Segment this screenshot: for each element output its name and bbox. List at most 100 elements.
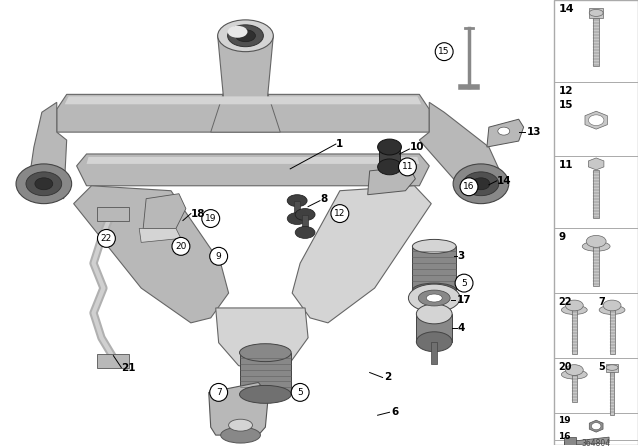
Ellipse shape bbox=[228, 25, 264, 47]
Circle shape bbox=[460, 178, 478, 196]
Polygon shape bbox=[30, 102, 67, 198]
Ellipse shape bbox=[588, 115, 604, 125]
Bar bbox=[572, 375, 577, 402]
Ellipse shape bbox=[586, 236, 606, 247]
Ellipse shape bbox=[378, 159, 401, 175]
Ellipse shape bbox=[221, 427, 260, 443]
Circle shape bbox=[435, 43, 453, 60]
Ellipse shape bbox=[599, 306, 625, 314]
Polygon shape bbox=[57, 95, 429, 132]
Ellipse shape bbox=[498, 127, 509, 135]
Text: 364804: 364804 bbox=[582, 439, 611, 448]
Polygon shape bbox=[230, 313, 292, 333]
Text: 14: 14 bbox=[497, 176, 511, 186]
Ellipse shape bbox=[378, 139, 401, 155]
Circle shape bbox=[331, 205, 349, 223]
Polygon shape bbox=[143, 194, 186, 228]
Ellipse shape bbox=[236, 30, 255, 42]
Bar bbox=[302, 215, 308, 233]
Polygon shape bbox=[564, 437, 576, 445]
Text: 11: 11 bbox=[559, 160, 573, 170]
Polygon shape bbox=[368, 167, 415, 195]
Ellipse shape bbox=[561, 370, 588, 379]
Text: 16: 16 bbox=[559, 432, 571, 441]
Text: 20: 20 bbox=[559, 362, 572, 371]
Circle shape bbox=[291, 383, 309, 401]
Polygon shape bbox=[588, 158, 604, 170]
Ellipse shape bbox=[426, 294, 442, 302]
Text: 20: 20 bbox=[175, 242, 187, 251]
Bar bbox=[593, 18, 599, 65]
Ellipse shape bbox=[239, 344, 291, 362]
Ellipse shape bbox=[472, 178, 490, 190]
Ellipse shape bbox=[218, 20, 273, 52]
Ellipse shape bbox=[228, 419, 252, 431]
Ellipse shape bbox=[417, 332, 452, 352]
Bar bbox=[97, 353, 129, 367]
Ellipse shape bbox=[463, 172, 499, 196]
Circle shape bbox=[210, 383, 228, 401]
Text: 15: 15 bbox=[559, 100, 573, 110]
Circle shape bbox=[172, 237, 190, 255]
Text: 18: 18 bbox=[191, 209, 205, 219]
Bar bbox=[589, 8, 603, 18]
Polygon shape bbox=[209, 383, 268, 435]
Ellipse shape bbox=[26, 172, 61, 196]
Polygon shape bbox=[292, 186, 431, 323]
Ellipse shape bbox=[287, 213, 307, 224]
Ellipse shape bbox=[412, 239, 456, 253]
Polygon shape bbox=[564, 437, 609, 445]
Text: 21: 21 bbox=[122, 362, 136, 373]
Ellipse shape bbox=[582, 241, 610, 251]
Circle shape bbox=[210, 247, 228, 265]
Bar bbox=[239, 353, 291, 394]
Circle shape bbox=[399, 158, 417, 176]
Text: 11: 11 bbox=[402, 162, 413, 172]
Polygon shape bbox=[74, 186, 228, 323]
Text: 5: 5 bbox=[461, 279, 467, 288]
Circle shape bbox=[455, 274, 473, 292]
Bar bbox=[593, 170, 599, 218]
Circle shape bbox=[97, 229, 115, 247]
Text: 12: 12 bbox=[334, 209, 346, 218]
Bar bbox=[417, 314, 452, 342]
Text: 7: 7 bbox=[216, 388, 221, 397]
Text: 6: 6 bbox=[392, 407, 399, 417]
Ellipse shape bbox=[589, 9, 603, 17]
Ellipse shape bbox=[408, 284, 460, 312]
Ellipse shape bbox=[591, 422, 601, 430]
Text: 5: 5 bbox=[598, 362, 605, 371]
Text: 8: 8 bbox=[320, 194, 327, 204]
Polygon shape bbox=[218, 36, 273, 99]
Polygon shape bbox=[77, 154, 429, 186]
Text: 15: 15 bbox=[438, 47, 450, 56]
Text: 22: 22 bbox=[559, 297, 572, 307]
Bar bbox=[294, 201, 300, 219]
Text: 9: 9 bbox=[216, 252, 221, 261]
Ellipse shape bbox=[287, 195, 307, 207]
Bar bbox=[593, 246, 599, 286]
Text: 7: 7 bbox=[598, 297, 605, 307]
Text: 3: 3 bbox=[457, 251, 465, 261]
Ellipse shape bbox=[565, 300, 583, 311]
Ellipse shape bbox=[417, 304, 452, 324]
Polygon shape bbox=[216, 308, 308, 373]
Ellipse shape bbox=[603, 300, 621, 311]
Bar bbox=[379, 147, 401, 167]
Ellipse shape bbox=[606, 365, 618, 370]
Bar bbox=[610, 371, 614, 415]
Text: 17: 17 bbox=[457, 295, 472, 305]
Ellipse shape bbox=[239, 385, 291, 403]
Polygon shape bbox=[86, 157, 419, 164]
Text: 22: 22 bbox=[100, 234, 112, 243]
Ellipse shape bbox=[412, 283, 456, 297]
Text: 9: 9 bbox=[559, 233, 566, 242]
Text: 4: 4 bbox=[457, 323, 465, 333]
Polygon shape bbox=[585, 111, 607, 129]
Bar bbox=[412, 246, 456, 290]
Bar bbox=[97, 207, 129, 220]
Text: 10: 10 bbox=[410, 142, 424, 152]
Polygon shape bbox=[211, 92, 280, 132]
Ellipse shape bbox=[453, 164, 509, 204]
Text: 14: 14 bbox=[559, 4, 574, 14]
